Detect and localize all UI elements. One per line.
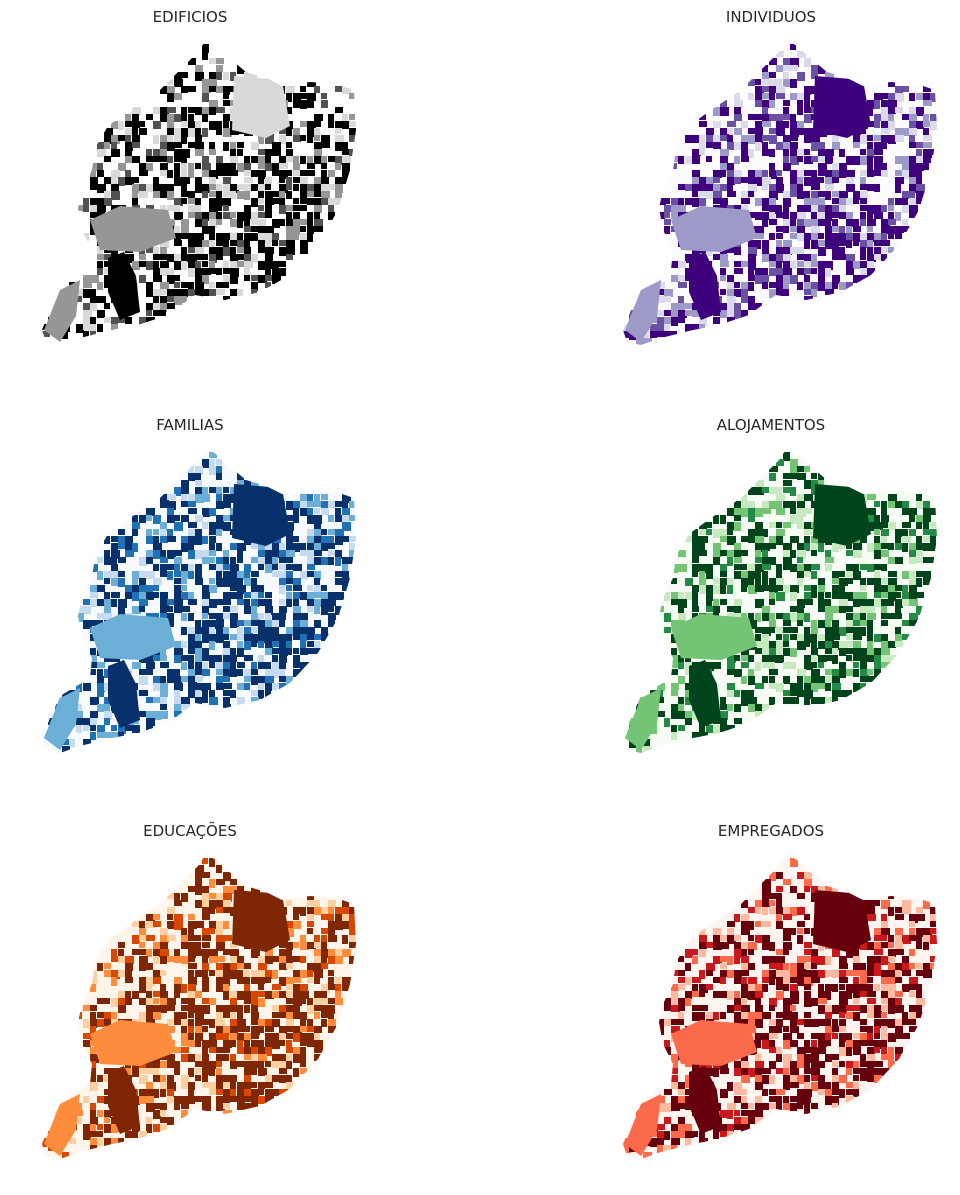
panel-title: EDUCAÇÕES bbox=[143, 822, 237, 840]
parish-cells bbox=[623, 858, 937, 1159]
parish-cells bbox=[625, 452, 937, 753]
panel-title: INDIVIDUOS bbox=[725, 8, 817, 26]
choropleth-map bbox=[42, 448, 356, 753]
choropleth-map bbox=[42, 40, 356, 345]
choropleth-map bbox=[623, 448, 937, 753]
parish-cells bbox=[623, 44, 937, 345]
panel-title: FAMILIAS bbox=[156, 416, 224, 434]
choropleth-map bbox=[623, 854, 937, 1159]
panel-title: EMPREGADOS bbox=[717, 822, 825, 840]
choropleth-map bbox=[623, 40, 937, 345]
choropleth-map bbox=[42, 854, 356, 1159]
panel-title: EDIFICIOS bbox=[152, 8, 228, 26]
map-panel-educacoes: EDUCAÇÕES bbox=[10, 814, 370, 1184]
parish-cells bbox=[42, 858, 356, 1159]
map-panel-individuos: INDIVIDUOS bbox=[591, 0, 951, 370]
map-panel-empregados: EMPREGADOS bbox=[591, 814, 951, 1184]
panel-title: ALOJAMENTOS bbox=[716, 416, 826, 434]
map-panel-edificios: EDIFICIOS bbox=[10, 0, 370, 370]
map-panel-alojamentos: ALOJAMENTOS bbox=[591, 408, 951, 778]
map-panel-familias: FAMILIAS bbox=[10, 408, 370, 778]
parish-cells bbox=[42, 44, 356, 342]
